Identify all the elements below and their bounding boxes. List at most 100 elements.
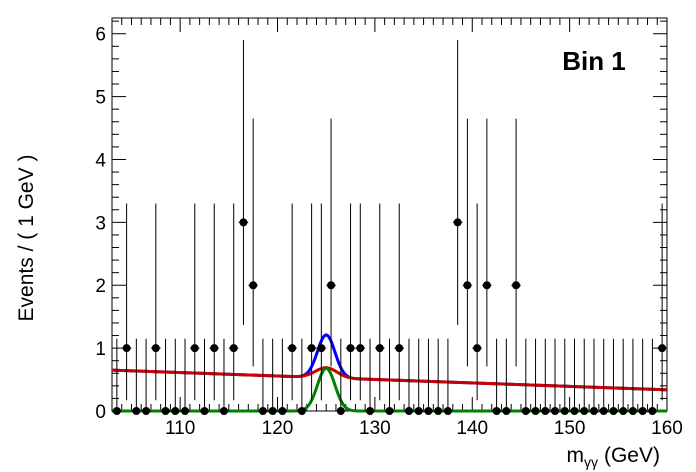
data-point	[559, 338, 570, 415]
axis-ticks	[112, 18, 668, 412]
x-tick-label: 120	[262, 418, 294, 439]
data-point	[151, 203, 161, 401]
data-point	[413, 338, 424, 415]
data-point	[491, 338, 502, 415]
x-tick-label: 130	[359, 418, 391, 439]
bin-annotation: Bin 1	[562, 46, 626, 76]
data-point	[141, 338, 151, 415]
y-tick-label: 3	[95, 213, 106, 234]
data-marker	[648, 407, 657, 415]
data-marker	[395, 344, 404, 353]
data-point	[219, 338, 229, 415]
data-marker	[512, 281, 521, 290]
data-marker	[210, 344, 219, 353]
data-point	[657, 203, 667, 401]
data-marker	[239, 218, 248, 227]
data-marker	[366, 407, 375, 415]
data-point	[530, 338, 541, 415]
data-point	[112, 338, 122, 415]
data-point	[248, 118, 258, 367]
data-point	[258, 338, 268, 415]
data-point	[267, 338, 278, 415]
data-marker	[434, 407, 443, 415]
data-marker	[151, 344, 160, 353]
data-marker	[181, 407, 190, 415]
data-point	[569, 338, 580, 415]
data-point	[384, 338, 395, 415]
data-point	[180, 338, 190, 415]
x-axis-label-sub: γγ	[584, 454, 598, 470]
data-marker	[356, 344, 365, 353]
data-point	[433, 338, 443, 415]
data-point	[501, 338, 512, 415]
x-tick-label: 140	[456, 418, 488, 439]
tick-labels: 110 120 130 140 150 160 0 1 2 3 4 5 6	[95, 25, 682, 439]
data-point	[287, 203, 297, 401]
data-point	[374, 203, 385, 401]
data-marker	[268, 407, 277, 415]
data-point	[423, 338, 434, 415]
data-marker	[473, 344, 482, 353]
data-point	[277, 338, 288, 415]
data-marker	[551, 407, 560, 415]
data-marker	[190, 344, 199, 353]
x-axis-label-main: m	[566, 444, 584, 467]
data-points	[112, 40, 667, 415]
data-marker	[482, 281, 491, 290]
data-marker	[112, 407, 121, 415]
data-marker	[385, 407, 394, 415]
data-point	[540, 338, 551, 415]
x-tick-label: 150	[554, 418, 586, 439]
data-marker	[278, 407, 287, 415]
data-marker	[560, 407, 569, 415]
data-point	[121, 203, 132, 401]
data-point	[628, 338, 638, 415]
data-marker	[258, 407, 267, 415]
data-marker	[219, 407, 228, 415]
data-point	[355, 203, 366, 401]
data-point	[579, 338, 590, 415]
data-point	[131, 338, 142, 415]
data-marker	[463, 281, 472, 290]
data-point	[598, 338, 609, 415]
data-point	[482, 118, 492, 367]
data-marker	[307, 344, 316, 353]
data-point	[345, 203, 356, 401]
data-marker	[599, 407, 608, 415]
data-point	[647, 338, 658, 415]
data-marker	[619, 407, 628, 415]
data-point	[618, 338, 628, 415]
data-point	[238, 40, 249, 325]
x-tick-label: 160	[651, 418, 683, 439]
x-tick-label: 110	[165, 418, 195, 439]
data-point	[608, 338, 619, 415]
data-marker	[580, 407, 589, 415]
y-tick-label: 0	[95, 402, 106, 423]
data-point	[511, 118, 521, 367]
data-marker	[317, 344, 326, 353]
data-marker	[531, 407, 540, 415]
data-marker	[249, 281, 258, 290]
data-marker	[336, 407, 345, 415]
data-point	[521, 338, 531, 415]
data-point	[550, 338, 560, 415]
data-point	[228, 203, 239, 401]
data-marker	[132, 407, 141, 415]
data-marker	[609, 407, 618, 415]
data-point	[472, 203, 482, 401]
data-point	[170, 338, 181, 415]
data-point	[452, 40, 463, 325]
x-axis-label: mγγ (GeV)	[566, 444, 660, 470]
data-point	[443, 338, 453, 415]
data-marker	[404, 407, 413, 415]
data-marker	[346, 344, 355, 353]
data-marker	[327, 281, 336, 290]
data-marker	[171, 407, 180, 415]
data-marker	[443, 407, 452, 415]
data-marker	[492, 407, 501, 415]
y-tick-label: 6	[95, 25, 106, 46]
data-point	[160, 338, 171, 415]
data-point	[199, 338, 210, 415]
data-marker	[453, 218, 462, 227]
